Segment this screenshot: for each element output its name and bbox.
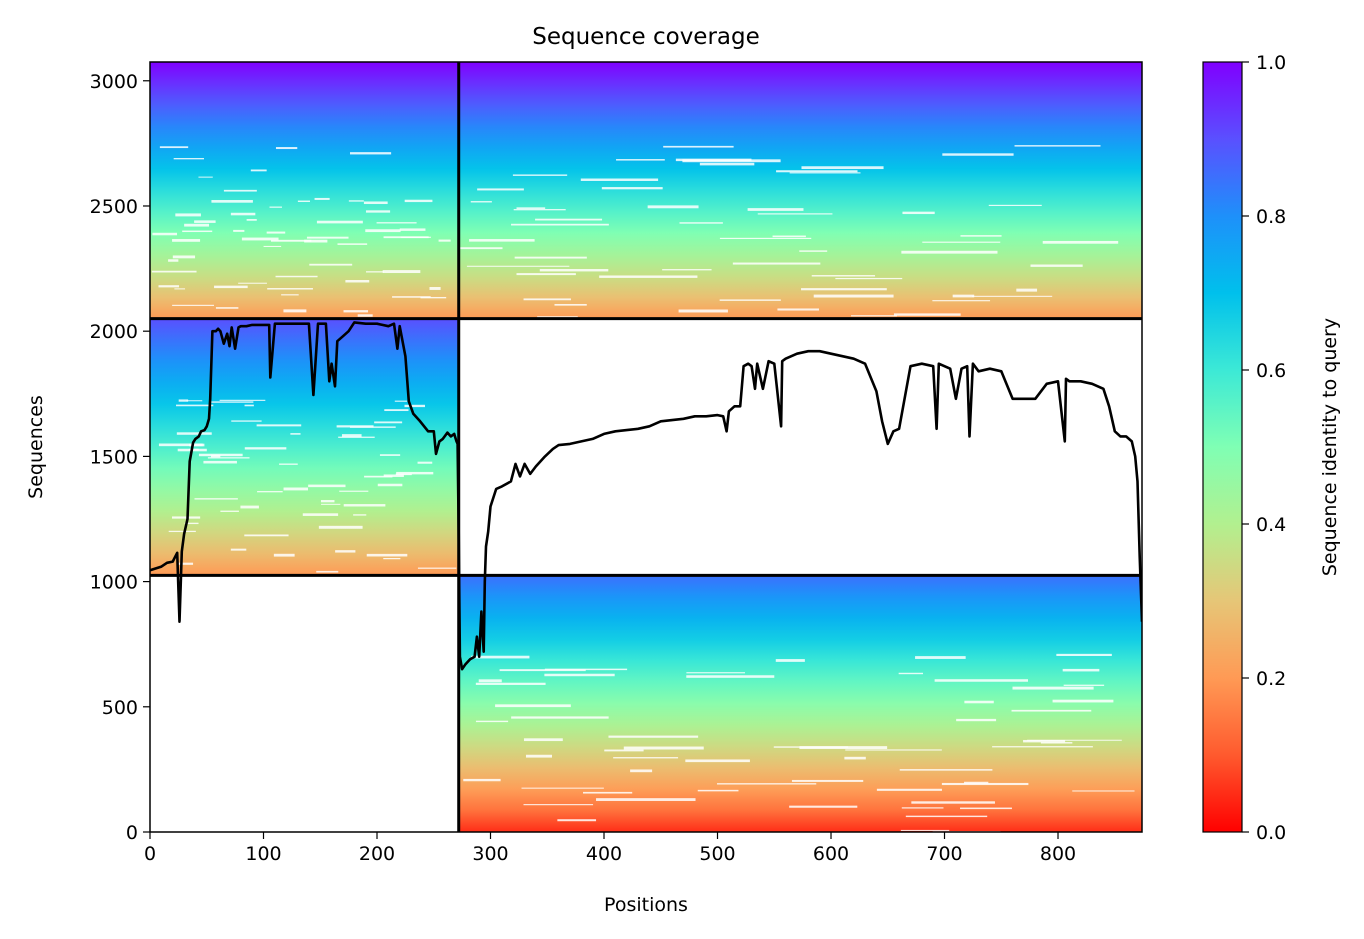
x-tick-label: 0 bbox=[144, 843, 156, 865]
y-tick-label: 1500 bbox=[90, 446, 138, 468]
block-middle-left bbox=[150, 318, 459, 576]
y-tick-label: 0 bbox=[126, 822, 138, 844]
plot-frame bbox=[149, 61, 1143, 833]
coverage-gaps bbox=[151, 145, 1135, 832]
x-tick-label: 700 bbox=[926, 843, 962, 865]
colorbar bbox=[1202, 61, 1243, 833]
y-axis-label: Sequences bbox=[25, 395, 47, 499]
block-top-left bbox=[150, 62, 459, 319]
colorbar-tick-label: 0.4 bbox=[1256, 514, 1286, 536]
colorbar-label: Sequence identity to query bbox=[1319, 318, 1341, 576]
y-tick-label: 2500 bbox=[90, 196, 138, 218]
x-tick-label: 400 bbox=[586, 843, 622, 865]
y-tick-label: 3000 bbox=[90, 71, 138, 93]
x-tick-label: 200 bbox=[359, 843, 395, 865]
x-tick-label: 300 bbox=[472, 843, 508, 865]
colorbar-tick-label: 1.0 bbox=[1256, 52, 1286, 74]
y-tick-label: 500 bbox=[102, 697, 138, 719]
chart-title: Sequence coverage bbox=[532, 24, 760, 50]
colorbar-tick-label: 0.6 bbox=[1256, 360, 1286, 382]
x-tick-label: 600 bbox=[813, 843, 849, 865]
x-tick-label: 500 bbox=[699, 843, 735, 865]
colorbar-tick-label: 0.8 bbox=[1256, 206, 1286, 228]
x-tick-label: 100 bbox=[245, 843, 281, 865]
y-tick-label: 1000 bbox=[90, 572, 138, 594]
block-bottom-right bbox=[458, 575, 1142, 832]
colorbar-tick-label: 0.0 bbox=[1256, 822, 1286, 844]
x-axis-label: Positions bbox=[604, 894, 688, 916]
block-top-right bbox=[458, 62, 1142, 319]
coverage-line bbox=[150, 321, 1142, 671]
colorbar-tick-label: 0.2 bbox=[1256, 668, 1286, 690]
x-tick-label: 800 bbox=[1040, 843, 1076, 865]
y-tick-label: 2000 bbox=[90, 321, 138, 343]
